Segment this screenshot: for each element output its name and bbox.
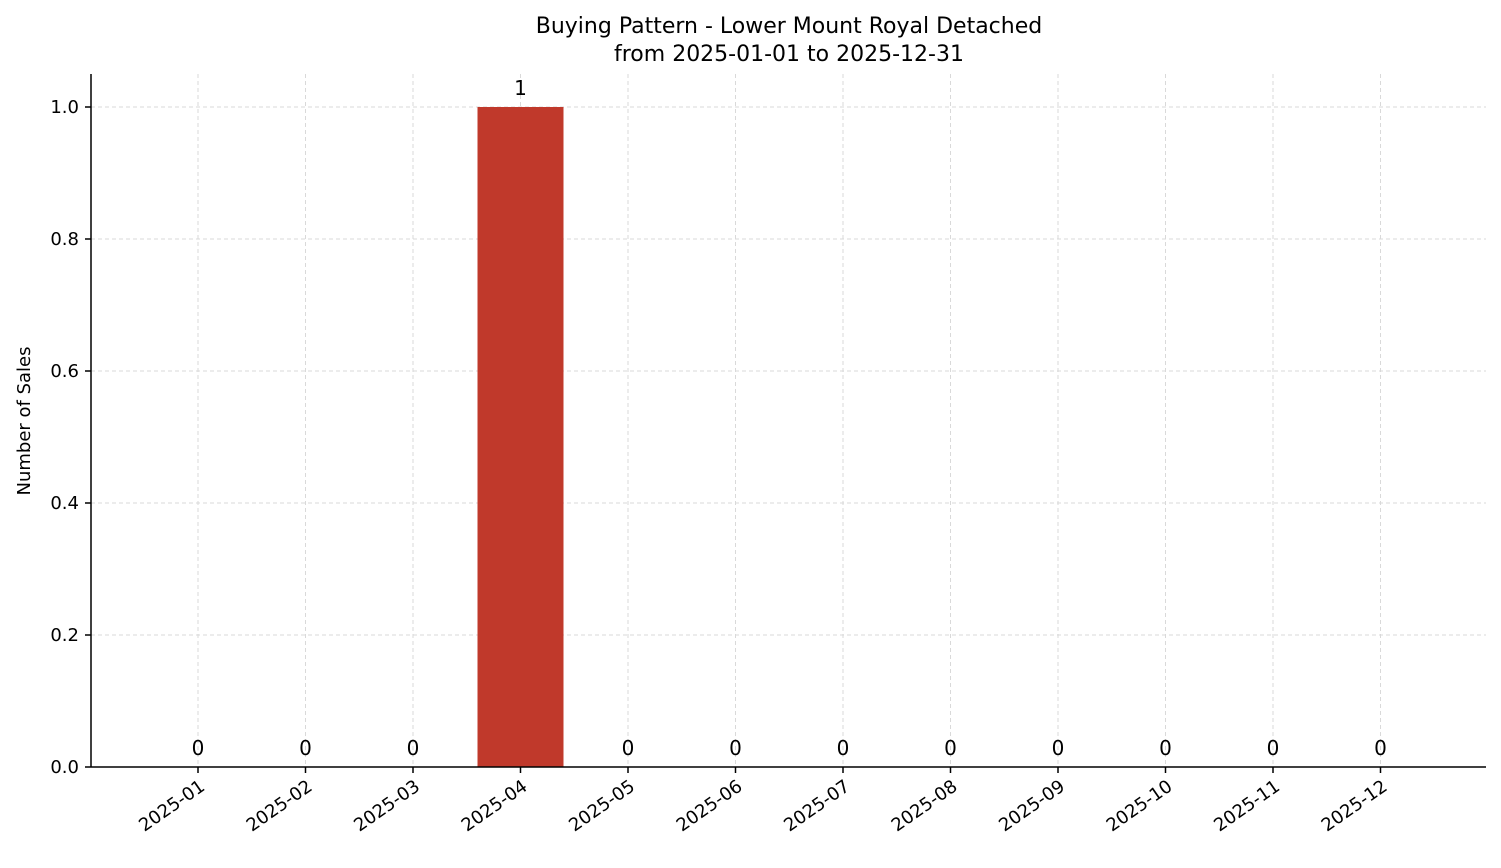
data-label-2025-06: 0 [729,736,742,760]
data-label-2025-10: 0 [1159,736,1172,760]
x-tick-label: 2025-07 [780,776,854,836]
data-label-2025-05: 0 [622,736,635,760]
y-tick-label: 0.8 [50,229,79,250]
data-label-2025-09: 0 [1052,736,1065,760]
data-label-2025-01: 0 [192,736,205,760]
y-axis-label: Number of Sales [14,346,35,495]
data-label-2025-04: 1 [514,76,527,100]
data-label-2025-07: 0 [837,736,850,760]
data-labels-layer: 0 0 0 1 0 0 0 0 0 0 0 0 [192,76,1387,760]
axes-layer: 0.0 0.2 0.4 0.6 0.8 1.0 2025-01 2025-02 2025-03 2… [50,74,1486,836]
x-tick-label: 2025-03 [350,776,424,836]
grid-layer [91,74,1486,768]
x-tick-label: 2025-08 [888,776,962,836]
y-tick-label: 0.0 [50,757,79,778]
data-label-2025-02: 0 [299,736,312,760]
x-tick-label: 2025-12 [1318,776,1392,836]
x-tick-label: 2025-11 [1210,776,1284,836]
data-label-2025-08: 0 [944,736,957,760]
data-label-2025-11: 0 [1267,736,1280,760]
data-label-2025-03: 0 [407,736,420,760]
x-tick-label: 2025-01 [135,776,209,836]
y-tick-label: 0.2 [50,625,79,646]
chart-title: Buying Pattern - Lower Mount Royal Detac… [536,14,1042,39]
y-tick-label: 0.4 [50,493,79,514]
x-tick-label: 2025-09 [995,776,1069,836]
y-tick-label: 0.6 [50,361,79,382]
bars-layer [477,107,564,767]
x-tick-label: 2025-04 [458,776,532,836]
y-tick-label: 1.0 [50,97,79,118]
chart-subtitle: from 2025-01-01 to 2025-12-31 [614,42,964,67]
data-label-2025-12: 0 [1374,736,1387,760]
x-tick-label: 2025-02 [243,776,317,836]
x-tick-label: 2025-10 [1103,776,1177,836]
bar-2025-04 [477,107,564,767]
x-tick-label: 2025-05 [565,776,639,836]
x-tick-label: 2025-06 [673,776,747,836]
